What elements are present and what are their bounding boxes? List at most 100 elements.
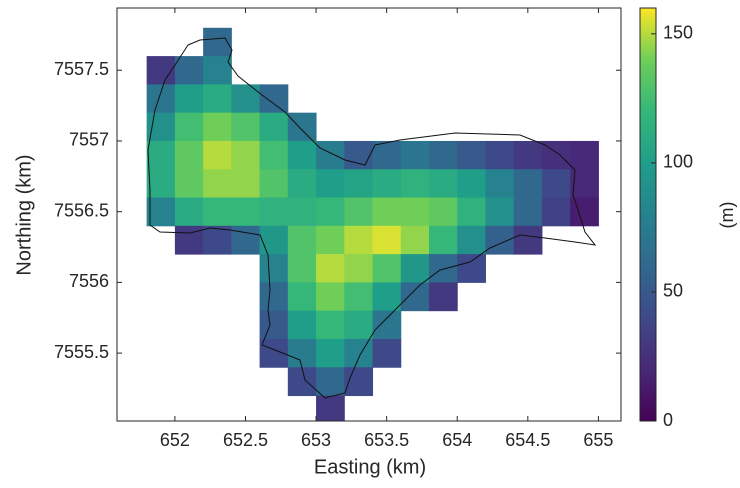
heatmap-cell — [400, 197, 430, 227]
heatmap-cell — [259, 112, 289, 142]
heatmap-cell — [513, 140, 543, 170]
heatmap-cell — [287, 197, 317, 227]
heatmap-cell — [231, 140, 261, 170]
heatmap-cell — [400, 282, 430, 312]
heatmap-cell — [174, 140, 204, 170]
heatmap-cell — [513, 197, 543, 227]
heatmap-cell — [485, 197, 515, 227]
heatmap-cell — [203, 56, 232, 85]
heatmap-cell — [429, 169, 458, 199]
heatmap-cell — [231, 197, 261, 227]
heatmap-cell — [174, 169, 204, 199]
heatmap-cell — [429, 225, 458, 255]
heatmap-cell — [344, 140, 374, 170]
heatmap-cell — [287, 282, 317, 312]
heatmap-cell — [174, 197, 204, 227]
heatmap-cell — [429, 197, 458, 227]
heatmap-cell — [203, 84, 232, 114]
heatmap-cell — [316, 338, 345, 368]
heatmap-cell — [400, 169, 430, 199]
heatmap-cell — [344, 225, 374, 255]
heatmap-cell — [316, 395, 345, 421]
heatmap-cell — [259, 140, 289, 170]
x-tick-label: 655 — [583, 430, 613, 450]
heatmap-cell — [146, 140, 176, 170]
heatmap — [146, 27, 599, 421]
heatmap-cell — [174, 56, 204, 85]
heatmap-cell — [231, 225, 261, 255]
heatmap-cell — [372, 282, 402, 312]
heatmap-cell — [429, 282, 458, 312]
heatmap-cell — [372, 338, 402, 368]
heatmap-cell — [259, 197, 289, 227]
x-tick-label: 653.5 — [364, 430, 409, 450]
glacier-outline — [147, 37, 597, 399]
heatmap-cell — [316, 140, 345, 170]
heatmap-cell — [259, 282, 289, 312]
heatmap-cell — [400, 254, 430, 283]
heatmap-cell — [316, 310, 345, 340]
heatmap-cell — [316, 197, 345, 227]
y-tick-label: 7556.5 — [54, 200, 109, 220]
heatmap-cell — [174, 84, 204, 114]
heatmap-cell — [400, 140, 430, 170]
heatmap-cell — [146, 84, 176, 114]
heatmap-cell — [429, 140, 458, 170]
heatmap-cell — [400, 225, 430, 255]
heatmap-cell — [203, 169, 232, 199]
heatmap-cell — [457, 254, 486, 283]
heatmap-cell — [513, 225, 543, 255]
heatmap-cell — [287, 169, 317, 199]
heatmap-cell — [372, 310, 402, 340]
heatmap-cell — [485, 140, 515, 170]
y-tick-label: 7556 — [69, 271, 109, 291]
colorbar — [639, 7, 657, 422]
heatmap-cell — [316, 367, 345, 397]
heatmap-cell — [316, 169, 345, 199]
heatmap-cell — [372, 254, 402, 283]
heatmap-cell — [316, 282, 345, 312]
heatmap-cell — [231, 112, 261, 142]
heatmap-cell — [372, 169, 402, 199]
heatmap-cell — [259, 254, 289, 283]
heatmap-cell — [541, 197, 571, 227]
heatmap-cell — [316, 254, 345, 283]
x-tick-label: 654 — [442, 430, 472, 450]
x-axis-title: Easting (km) — [314, 456, 426, 478]
heatmap-cell — [287, 140, 317, 170]
heatmap-cell — [344, 169, 374, 199]
heatmap-cell — [344, 338, 374, 368]
heatmap-cell — [259, 169, 289, 199]
heatmap-cell — [316, 225, 345, 255]
heatmap-cell — [457, 140, 486, 170]
colorbar-tick-label: 50 — [663, 281, 683, 301]
heatmap-cell — [146, 112, 176, 142]
heatmap-cell — [287, 367, 317, 397]
x-tick-label: 652.5 — [223, 430, 268, 450]
heatmap-cell — [457, 197, 486, 227]
heatmap-cell — [344, 197, 374, 227]
y-tick-label: 7555.5 — [54, 342, 109, 362]
heatmap-cell — [174, 225, 204, 255]
heatmap-cell — [570, 197, 599, 227]
heatmap-cell — [259, 310, 289, 340]
heatmap-cell — [203, 225, 232, 255]
heatmap-cell — [372, 140, 402, 170]
x-tick-label: 654.5 — [505, 430, 550, 450]
colorbar-title: (m) — [717, 202, 737, 229]
heatmap-cell — [203, 112, 232, 142]
x-tick-label: 652 — [160, 430, 190, 450]
y-tick-label: 7557 — [69, 130, 109, 150]
colorbar-tick-label: 0 — [663, 410, 673, 430]
heatmap-cell — [457, 225, 486, 255]
plot-frame — [116, 7, 622, 422]
heatmap-cell — [287, 254, 317, 283]
heatmap-cell — [513, 169, 543, 199]
heatmap-cell — [146, 169, 176, 199]
x-tick-label: 653 — [301, 430, 331, 450]
heatmap-cell — [485, 169, 515, 199]
colorbar-tick-label: 100 — [663, 152, 693, 172]
heatmap-cell — [372, 197, 402, 227]
heatmap-cell — [259, 225, 289, 255]
heatmap-cell — [287, 310, 317, 340]
